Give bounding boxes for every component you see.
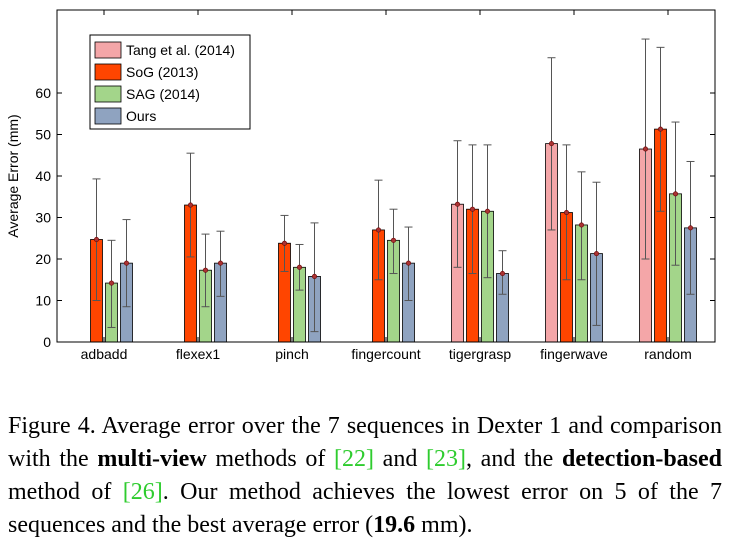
mean-marker [311,273,317,279]
x-tick-label: random [644,346,691,362]
mean-marker [454,201,460,207]
mean-marker [281,240,287,246]
citation-link[interactable]: [22] [334,446,374,472]
x-tick-label: tigergrasp [449,346,511,362]
legend-swatch [94,107,122,125]
legend: Tang et al. (2014) SoG (2013) SAG (2014) Ou… [89,34,251,130]
mean-marker [188,202,194,208]
caption-bold: detection-based [562,446,722,472]
mean-marker [499,271,505,277]
mean-marker [390,237,396,243]
x-tick-label: pinch [275,346,308,362]
y-tick-label: 50 [35,127,51,143]
mean-marker [593,251,599,257]
y-tick-label: 30 [35,210,51,226]
legend-entry: SoG (2013) [126,64,198,80]
legend-swatch [94,85,122,103]
mean-marker [548,141,554,147]
figure-caption: Figure 4. Average error over the 7 seque… [8,410,722,542]
caption-text: . Our method achieves the lowest error o… [8,479,722,538]
mean-marker [375,227,381,233]
citation-link[interactable]: [23] [426,446,466,472]
x-axis-ticks: adbadd flexex1 pinch fingercount tigergrasp f… [81,10,692,362]
y-axis-label: Average Error (mm) [5,114,21,237]
y-tick-label: 40 [35,168,51,184]
x-tick-label: fingercount [351,346,420,362]
mean-marker [94,236,100,242]
mean-marker [687,225,693,231]
mean-marker [405,260,411,266]
caption-text: methods of [206,446,335,472]
legend-entry: Ours [126,108,156,124]
mean-marker [642,146,648,152]
caption-text: , and the [466,446,563,472]
y-tick-label: 60 [35,85,51,101]
legend-entry: Tang et al. (2014) [126,42,235,58]
mean-marker [124,260,130,266]
caption-text: Figure 4. Average error over the 7 seque… [8,413,722,472]
error-bars-layer [92,38,695,333]
y-axis-ticks: 0 10 20 30 40 50 60 [35,85,715,350]
caption-bold: 19.6 [373,512,416,538]
caption-bold: multi-view [97,446,207,472]
mean-marker [484,208,490,214]
x-tick-label: adbadd [81,346,128,362]
y-tick-label: 10 [35,293,51,309]
mean-marker [218,260,224,266]
legend-swatch [94,41,122,59]
x-tick-label: fingerwave [540,346,608,362]
caption-text: and [374,446,427,472]
caption-text: method of [8,479,123,505]
mean-marker [563,210,569,216]
mean-marker [469,206,475,212]
mean-marker [657,126,663,132]
y-tick-label: 0 [43,334,51,350]
mean-marker [109,280,115,286]
citation-link[interactable]: [26] [122,479,163,505]
x-tick-label: flexex1 [176,346,221,362]
mean-marker [296,264,302,270]
legend-entry: SAG (2014) [126,86,200,102]
mean-marker [578,222,584,228]
caption-text: mm). [415,512,473,538]
mean-marker [203,267,209,273]
legend-swatch [94,63,122,81]
bar-chart: 0 10 20 30 40 50 60 adbadd flexex1 pinch fingerco… [5,9,716,362]
y-tick-label: 20 [35,251,51,267]
mean-marker [672,191,678,197]
